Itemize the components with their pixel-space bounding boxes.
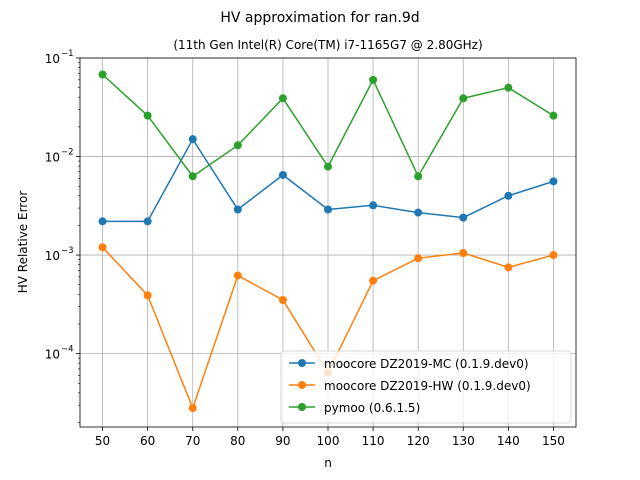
data-point — [143, 291, 152, 300]
x-tick-label: 130 — [452, 434, 475, 448]
x-tick-label: 150 — [542, 434, 565, 448]
data-point — [504, 83, 513, 92]
legend-label: moocore DZ2019-MC (0.1.9.dev0) — [324, 357, 529, 371]
data-point — [278, 170, 287, 179]
x-tick-label: 50 — [95, 434, 110, 448]
y-tick-label: 10 — [45, 249, 60, 263]
data-point — [324, 205, 332, 214]
legend-label: pymoo (0.6.1.5) — [324, 401, 420, 415]
data-point — [98, 243, 107, 252]
data-point — [369, 276, 378, 285]
y-tick-exponent: −3 — [61, 246, 74, 256]
chart-title: HV approximation for ran.9d — [220, 10, 419, 26]
chart-subtitle: (11th Gen Intel(R) Core(TM) i7-1165G7 @ … — [173, 38, 482, 52]
data-point — [188, 172, 197, 181]
x-axis-ticks: 50 60 70 80 90 100 110 120 130 140 150 — [95, 427, 565, 448]
data-point — [414, 208, 423, 217]
data-point — [188, 404, 197, 413]
y-tick-mantissa: 10 — [45, 249, 60, 263]
legend-marker — [298, 381, 306, 389]
data-point — [369, 201, 378, 210]
data-point — [233, 271, 242, 280]
y-tick-mantissa: 10 — [45, 348, 60, 362]
y-tick-mantissa: 10 — [45, 151, 60, 165]
data-point — [233, 141, 242, 150]
data-point — [324, 162, 332, 171]
y-tick-label: 10 — [45, 348, 60, 362]
data-point — [188, 135, 197, 144]
legend-marker — [298, 359, 306, 367]
x-tick-label: 140 — [497, 434, 520, 448]
legend: moocore DZ2019-MC (0.1.9.dev0) moocore DZ… — [280, 350, 572, 424]
data-point — [98, 70, 107, 79]
data-point — [98, 217, 107, 226]
x-tick-label: 70 — [185, 434, 200, 448]
y-axis-label: HV Relative Error — [16, 191, 30, 294]
data-point — [549, 177, 558, 186]
y-tick-label: 10 — [45, 52, 60, 66]
x-tick-label: 110 — [362, 434, 385, 448]
data-point — [459, 248, 468, 257]
data-point — [504, 263, 513, 272]
legend-label: moocore DZ2019-HW (0.1.9.dev0) — [324, 379, 531, 393]
data-point — [549, 251, 558, 260]
legend-marker — [298, 403, 306, 411]
x-tick-label: 90 — [275, 434, 290, 448]
data-point — [504, 191, 513, 200]
data-point — [459, 213, 468, 222]
x-axis-label: n — [324, 456, 332, 470]
y-tick-exponent: −2 — [61, 148, 74, 158]
series-points — [98, 70, 558, 413]
data-point — [549, 111, 558, 120]
legend-box — [280, 350, 572, 424]
data-point — [459, 94, 468, 103]
x-tick-label: 60 — [140, 434, 155, 448]
data-point — [369, 75, 378, 84]
x-tick-label: 80 — [230, 434, 245, 448]
y-tick-exponent: −4 — [61, 345, 74, 355]
x-tick-label: 100 — [317, 434, 340, 448]
y-axis-ticks: 10−410−310−210−1 — [45, 49, 80, 423]
data-point — [278, 94, 287, 103]
data-point — [143, 111, 152, 120]
x-tick-label: 120 — [407, 434, 430, 448]
y-tick-mantissa: 10 — [45, 52, 60, 66]
data-point — [143, 217, 152, 226]
y-tick-exponent: −1 — [61, 49, 74, 59]
data-point — [233, 205, 242, 214]
data-point — [278, 296, 287, 305]
y-tick-label: 10 — [45, 151, 60, 165]
data-point — [414, 172, 423, 181]
data-point — [414, 254, 423, 263]
